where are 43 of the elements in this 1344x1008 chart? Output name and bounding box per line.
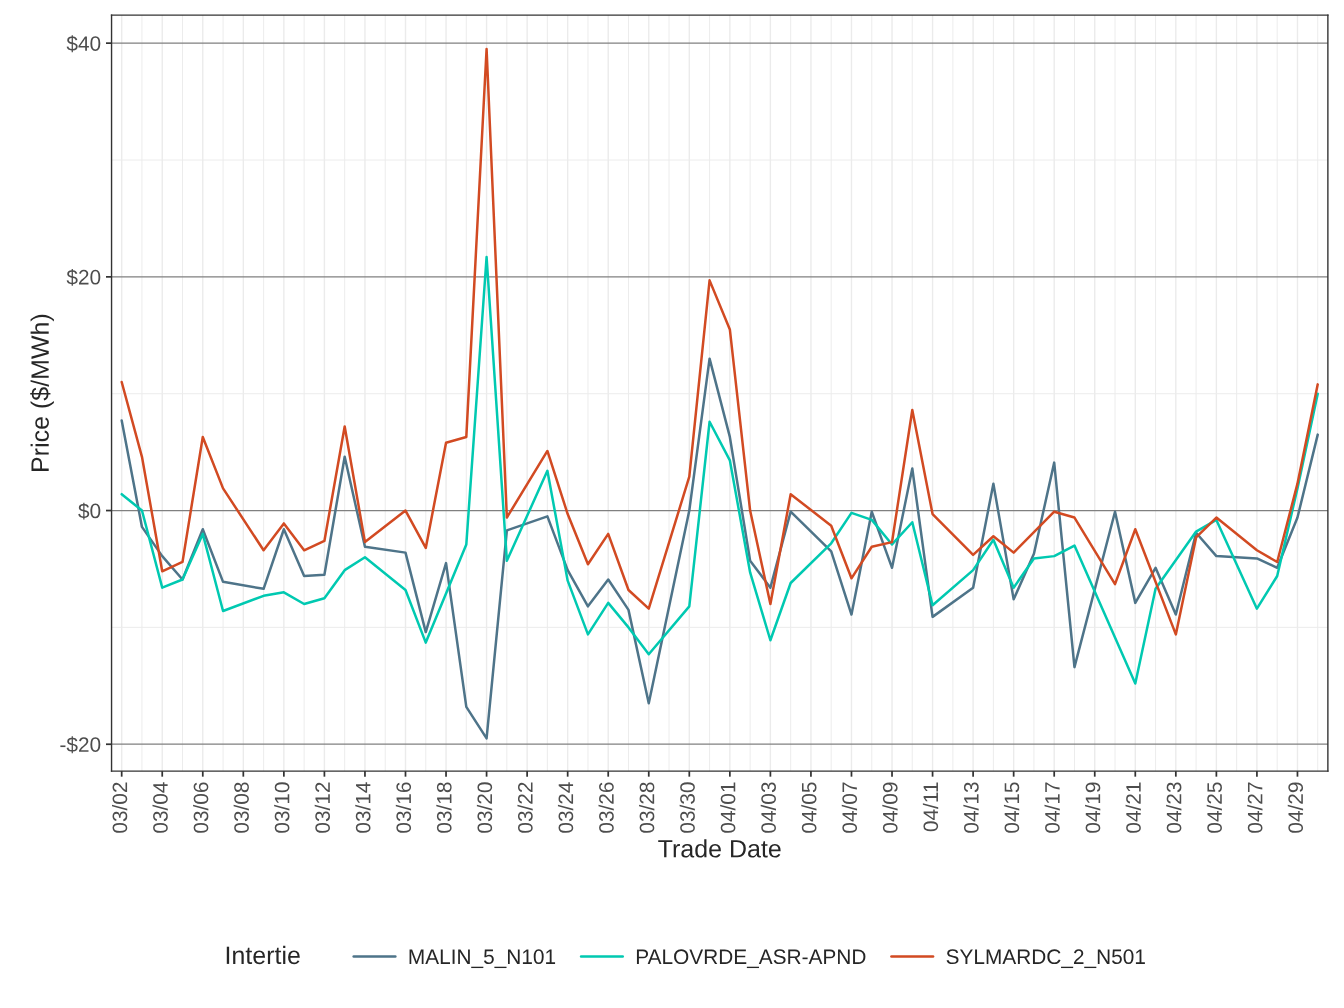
x-tick-label: 03/22 (517, 782, 533, 833)
line-series (120, 47, 1319, 636)
x-tick-label: 04/05 (801, 782, 817, 833)
x-tick-label: 04/27 (1247, 782, 1263, 833)
y-tick-label: $40 (66, 35, 101, 53)
x-tick-label: 03/28 (639, 782, 655, 833)
x-tick-label: 03/16 (395, 782, 412, 833)
y-tick-label: $20 (66, 268, 101, 286)
x-tick-label: 03/02 (111, 782, 128, 833)
x-tick-label: 03/08 (233, 782, 249, 833)
x-tick-label: 03/06 (193, 782, 209, 833)
x-tick-label: 04/11 (922, 782, 939, 832)
x-tick-label: 04/25 (1206, 782, 1222, 833)
x-tick-label: 04/29 (1287, 782, 1304, 833)
x-tick-label: 03/14 (355, 782, 371, 833)
x-tick-label: 03/04 (152, 782, 168, 833)
x-tick-label: 04/21 (1125, 782, 1141, 833)
x-tick-label: 03/12 (314, 782, 330, 833)
x-tick-label: 04/13 (963, 782, 979, 833)
x-tick-label: 04/07 (841, 782, 858, 833)
x-axis-title: Trade Date (658, 839, 781, 858)
x-tick-label: 03/18 (436, 782, 452, 833)
legend-title: Intertie (226, 945, 300, 965)
x-tick-label: 04/17 (1044, 782, 1060, 833)
line-series (120, 357, 1319, 740)
x-tick-label: 04/19 (1085, 782, 1101, 833)
x-tick-label: 04/09 (882, 782, 898, 833)
legend-label: MALIN_5_N101 (409, 949, 556, 969)
x-tick-label: 03/26 (598, 782, 614, 833)
x-tick-label: 03/24 (557, 782, 574, 833)
x-tick-label: 04/03 (760, 782, 776, 833)
x-tick-label: 03/30 (679, 782, 695, 833)
x-tick-label: 04/01 (720, 782, 736, 833)
y-axis-title: Price ($/MWh) (30, 314, 54, 471)
x-tick-label: 03/20 (476, 782, 493, 833)
legend-label: SYLMARDC_2_N501 (946, 949, 1145, 969)
x-tick-label: 04/23 (1166, 782, 1182, 833)
x-tick-label: 04/15 (1003, 782, 1020, 833)
legend-label: PALOVRDE_ASR-APND (636, 949, 866, 969)
x-tick-label: 03/10 (274, 782, 290, 833)
line-series (120, 255, 1319, 685)
y-tick-label: $0 (78, 502, 101, 520)
y-tick-label: -$20 (60, 736, 101, 754)
